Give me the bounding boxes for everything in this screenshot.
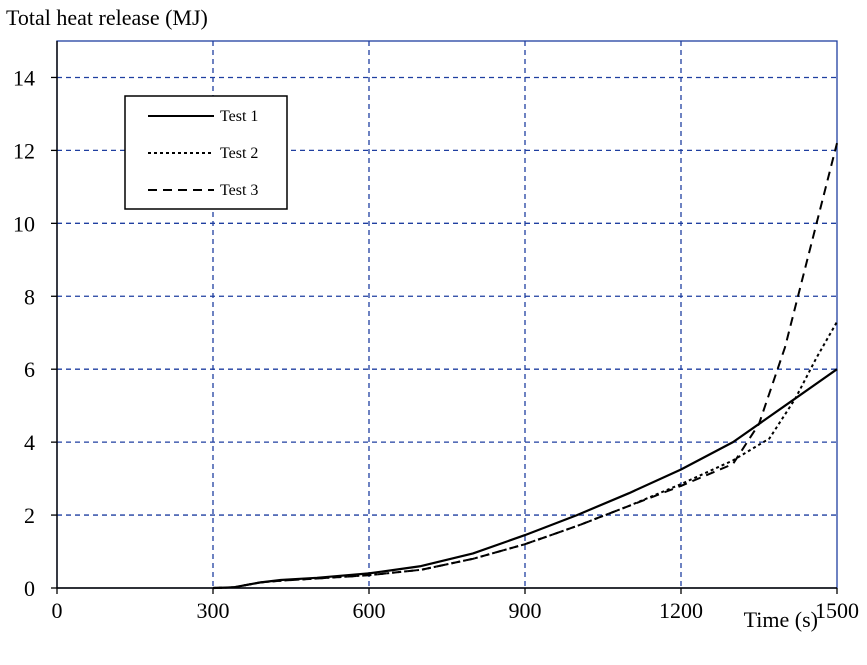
- y-tick-label: 8: [24, 284, 35, 309]
- x-axis-title: Time (s): [744, 607, 818, 632]
- x-tick-label: 0: [52, 598, 63, 623]
- plot-frame: [56, 40, 838, 589]
- legend: Test 1 Test 2 Test 3: [124, 95, 288, 210]
- y-tick-label: 0: [24, 576, 35, 601]
- x-tick-label: 1200: [659, 598, 703, 623]
- y-tick-label: 4: [24, 430, 35, 455]
- y-tick-label: 2: [24, 503, 35, 528]
- legend-label: Test 1: [220, 108, 258, 125]
- y-tick-label: 6: [24, 357, 35, 382]
- legend-label: Test 2: [220, 145, 258, 162]
- x-tick-label: 600: [353, 598, 386, 623]
- y-tick-label: 12: [13, 138, 35, 163]
- x-tick-label: 1500: [815, 598, 859, 623]
- tick-labels: 0 300 600 900 1200 1500 0 2 4 6 8 10 12 14: [13, 65, 859, 623]
- y-tick-label: 10: [13, 211, 35, 236]
- x-tick-label: 900: [509, 598, 542, 623]
- series-lines: [212, 142, 838, 590]
- y-axis-title: Total heat release (MJ): [6, 5, 208, 30]
- x-tick-label: 300: [197, 598, 230, 623]
- y-tick-label: 14: [13, 65, 35, 90]
- legend-label: Test 3: [220, 182, 258, 199]
- series-line-test-3: [212, 142, 838, 589]
- grid: [57, 41, 837, 588]
